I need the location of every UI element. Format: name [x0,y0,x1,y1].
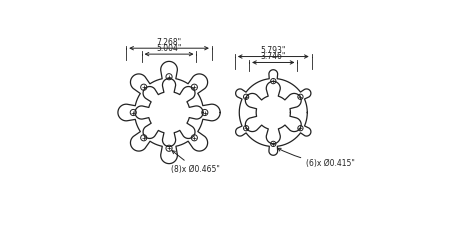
Text: 5.793": 5.793" [261,46,286,55]
Text: 5.004": 5.004" [156,44,182,53]
Text: (8)x Ø0.465": (8)x Ø0.465" [171,151,220,174]
Text: 7.268": 7.268" [157,38,182,47]
Text: (6)x Ø0.415": (6)x Ø0.415" [278,148,355,168]
Text: 3.746": 3.746" [261,52,286,61]
